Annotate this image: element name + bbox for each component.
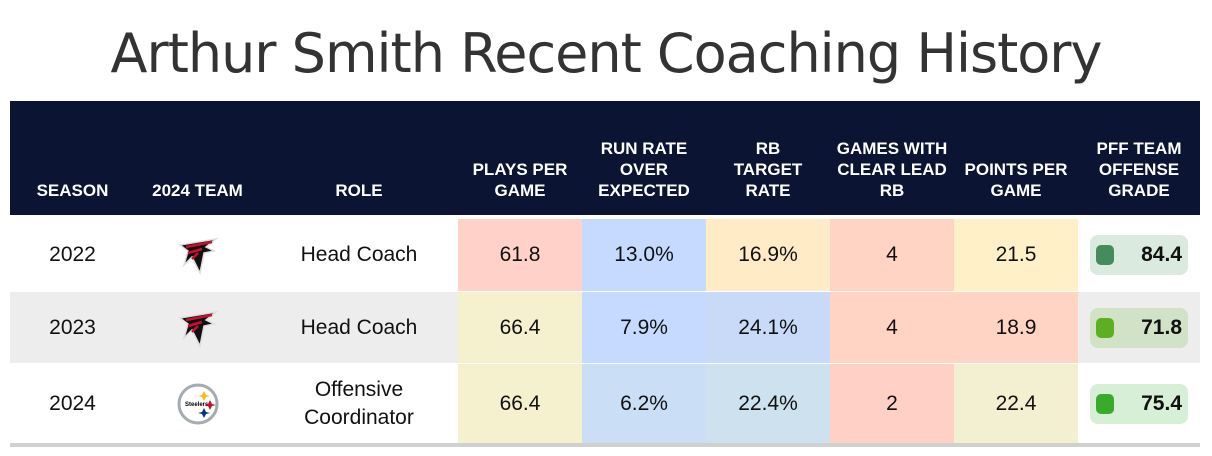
falcons-logo-icon — [135, 292, 260, 363]
header-lead-rb[interactable]: GAMES WITH CLEAR LEAD RB — [836, 139, 948, 200]
header-plays[interactable]: PLAYS PER GAME — [472, 160, 568, 200]
grade-badge: 75.4 — [1090, 383, 1188, 424]
rb-target-rate-cell: 16.9% — [706, 219, 830, 291]
plays-per-game-cell: 61.8 — [458, 219, 582, 291]
page-title: Arthur Smith Recent Coaching History — [110, 22, 1103, 85]
points-per-game-cell: 18.9 — [954, 292, 1078, 363]
grade-value: 84.4 — [1141, 243, 1182, 266]
role-cell: Head Coach — [300, 243, 418, 266]
run-rate-over-expected-cell: 7.9% — [582, 292, 706, 363]
grade-badge: 84.4 — [1090, 235, 1188, 275]
games-clear-lead-rb-cell: 2 — [830, 364, 954, 443]
table-row[interactable]: 2023 Head Coach 66.4 7.9% 24.1% 4 18.9 71.8 — [10, 292, 1200, 363]
rb-target-rate-cell: 24.1% — [706, 292, 830, 363]
grade-swatch-icon — [1096, 317, 1114, 338]
header-run-rate[interactable]: RUN RATE OVER EXPECTED — [598, 139, 690, 200]
grade-badge: 71.8 — [1090, 307, 1188, 348]
pff-grade-cell: 71.8 — [1078, 292, 1200, 363]
header-rb-target[interactable]: RB TARGET RATE — [733, 139, 803, 200]
header-season[interactable]: SEASON — [36, 181, 109, 200]
grade-swatch-icon — [1096, 245, 1114, 265]
grade-value: 75.4 — [1141, 391, 1182, 415]
points-per-game-cell: 22.4 — [954, 364, 1078, 443]
season-cell: 2022 — [49, 243, 96, 266]
games-clear-lead-rb-cell: 4 — [830, 292, 954, 363]
svg-text:Steelers: Steelers — [185, 402, 209, 408]
table-bottom-border — [10, 443, 1200, 447]
plays-per-game-cell: 66.4 — [458, 364, 582, 443]
season-cell: 2023 — [49, 315, 96, 339]
steelers-logo-icon: Steelers — [135, 364, 260, 443]
pff-grade-cell: 75.4 — [1078, 364, 1200, 443]
season-cell: 2024 — [49, 391, 96, 415]
plays-per-game-cell: 66.4 — [458, 292, 582, 363]
header-role[interactable]: ROLE — [335, 181, 383, 200]
role-cell: Head Coach — [300, 315, 418, 339]
points-per-game-cell: 21.5 — [954, 219, 1078, 291]
header-team[interactable]: 2024 TEAM — [152, 181, 243, 200]
header-points[interactable]: POINTS PER GAME — [964, 160, 1068, 200]
table-header: SEASON 2024 TEAM ROLE PLAYS PER GAME RUN… — [10, 101, 1200, 215]
role-cell: Offensive Coordinator — [304, 377, 414, 429]
run-rate-over-expected-cell: 6.2% — [582, 364, 706, 443]
pff-grade-cell: 84.4 — [1078, 219, 1200, 291]
rb-target-rate-cell: 22.4% — [706, 364, 830, 443]
games-clear-lead-rb-cell: 4 — [830, 219, 954, 291]
grade-value: 71.8 — [1141, 315, 1182, 339]
table-row[interactable]: 2022 Head Coach 61.8 13.0% 16.9% 4 21.5 84.4 — [10, 219, 1200, 291]
falcons-logo-icon — [135, 219, 260, 291]
run-rate-over-expected-cell: 13.0% — [582, 219, 706, 291]
header-pff-grade[interactable]: PFF TEAM OFFENSE GRADE — [1096, 139, 1182, 200]
table-row[interactable]: 2024 Steelers Offensive Coordinator 66.4 6… — [10, 364, 1200, 443]
grade-swatch-icon — [1096, 393, 1114, 414]
